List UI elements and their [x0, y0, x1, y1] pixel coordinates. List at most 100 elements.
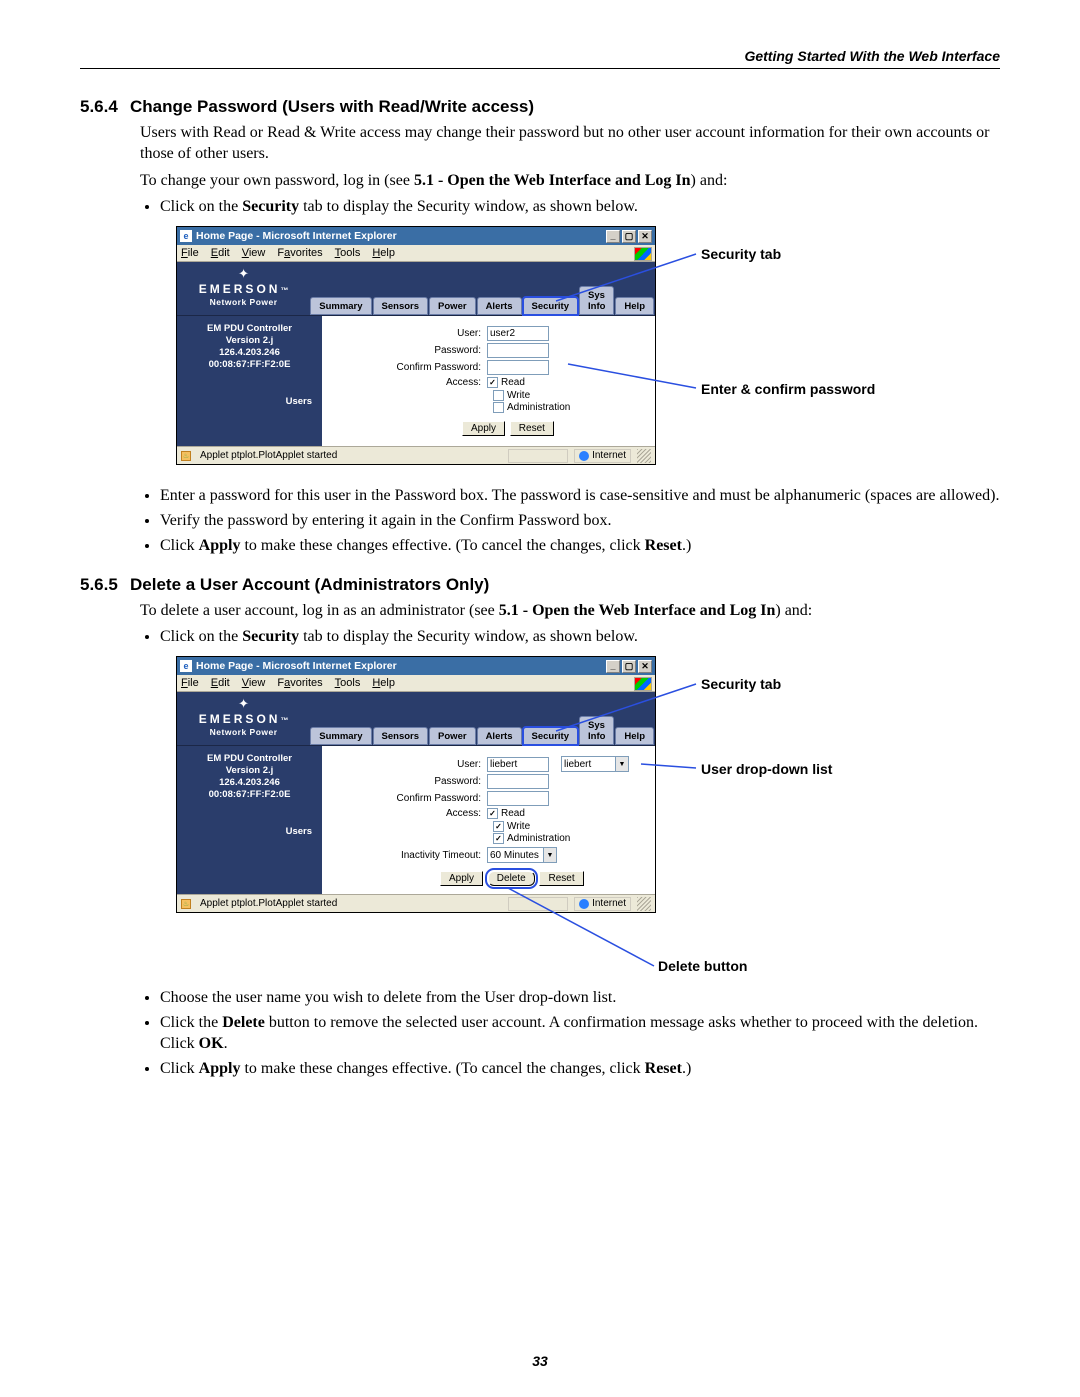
close-button[interactable]: ✕ [638, 660, 652, 673]
callout-user-dropdown: User drop-down list [701, 761, 832, 777]
section-number: 5.6.4 [80, 97, 130, 117]
menu-help[interactable]: Help [372, 677, 395, 689]
sidebar: EM PDU Controller Version 2.j 126.4.203.… [177, 316, 322, 446]
tab-alerts[interactable]: Alerts [477, 297, 522, 315]
menu-tools[interactable]: Tools [335, 677, 361, 689]
globe-icon [579, 451, 589, 461]
sidebar-line: EM PDU Controller [177, 753, 322, 764]
user-field[interactable] [487, 757, 549, 772]
ie-favicon-icon: e [180, 230, 192, 242]
minimize-button[interactable]: _ [606, 660, 620, 673]
tab-summary[interactable]: Summary [310, 297, 371, 315]
tab-security[interactable]: Security [523, 297, 579, 315]
checkbox-read[interactable] [487, 377, 498, 388]
reset-button[interactable]: Reset [510, 421, 554, 436]
menu-view[interactable]: View [242, 677, 266, 689]
tab-alerts[interactable]: Alerts [477, 727, 522, 745]
checkbox-admin[interactable] [493, 402, 504, 413]
tab-summary[interactable]: Summary [310, 727, 371, 745]
menu-tools[interactable]: Tools [335, 247, 361, 259]
bullet-list: Enter a password for this user in the Pa… [140, 486, 1000, 556]
tab-help[interactable]: Help [615, 297, 654, 315]
label-confirm-password: Confirm Password: [332, 362, 487, 373]
tab-sensors[interactable]: Sensors [373, 297, 429, 315]
close-button[interactable]: ✕ [638, 230, 652, 243]
label-confirm-password: Confirm Password: [332, 793, 487, 804]
ie-window: e Home Page - Microsoft Internet Explore… [176, 656, 656, 913]
checkbox-admin[interactable] [493, 833, 504, 844]
menu-help[interactable]: Help [372, 247, 395, 259]
maximize-button[interactable]: ▢ [622, 660, 636, 673]
password-field[interactable] [487, 343, 549, 358]
menu-favorites[interactable]: Favorites [277, 677, 322, 689]
menu-edit[interactable]: Edit [211, 247, 230, 259]
maximize-button[interactable]: ▢ [622, 230, 636, 243]
section-heading-564: 5.6.4Change Password (Users with Read/Wr… [80, 97, 1000, 117]
page-number: 33 [0, 1353, 1080, 1369]
sidebar-item-users[interactable]: Users [177, 826, 322, 837]
tab-help[interactable]: Help [615, 727, 654, 745]
bullet-list: Choose the user name you wish to delete … [140, 988, 1000, 1079]
inactivity-dropdown[interactable]: 60 Minutes ▼ [487, 847, 557, 863]
bullet-list: Click on the Security tab to display the… [140, 197, 1000, 218]
globe-icon [579, 899, 589, 909]
status-zone: Internet [592, 898, 626, 909]
menu-favorites[interactable]: Favorites [277, 247, 322, 259]
menubar: File Edit View Favorites Tools Help [177, 245, 655, 262]
window-titlebar: e Home Page - Microsoft Internet Explore… [177, 227, 655, 245]
tab-power[interactable]: Power [429, 727, 476, 745]
label-inactivity: Inactivity Timeout: [332, 850, 487, 861]
list-item: Enter a password for this user in the Pa… [160, 486, 1000, 507]
resize-grip-icon[interactable] [637, 897, 651, 911]
reset-button[interactable]: Reset [539, 871, 583, 886]
checkbox-read[interactable] [487, 808, 498, 819]
list-item: Click on the Security tab to display the… [160, 627, 1000, 648]
menu-file[interactable]: File [181, 247, 199, 259]
checkbox-read-label: Read [501, 377, 525, 388]
tab-power[interactable]: Power [429, 297, 476, 315]
confirm-password-field[interactable] [487, 360, 549, 375]
menu-view[interactable]: View [242, 247, 266, 259]
minimize-button[interactable]: _ [606, 230, 620, 243]
tab-sysinfo[interactable]: Sys Info [579, 716, 614, 745]
section-number: 5.6.5 [80, 575, 130, 595]
windows-flag-icon [634, 247, 652, 261]
chevron-down-icon[interactable]: ▼ [615, 757, 628, 771]
checkbox-write-label: Write [507, 390, 530, 401]
form-area: User: Password: Confirm Password: Access… [322, 316, 655, 446]
java-icon: ♨ [181, 451, 191, 461]
tab-sysinfo[interactable]: Sys Info [579, 286, 614, 315]
resize-grip-icon[interactable] [637, 449, 651, 463]
checkbox-admin-label: Administration [507, 833, 570, 844]
chevron-down-icon[interactable]: ▼ [543, 848, 556, 862]
password-field[interactable] [487, 774, 549, 789]
ie-window: e Home Page - Microsoft Internet Explore… [176, 226, 656, 465]
app-header: ✦ EMERSON™ Network Power Summary Sensors… [177, 262, 655, 316]
label-access: Access: [332, 377, 487, 388]
brand-logo: EMERSON™ [177, 712, 310, 726]
checkbox-write[interactable] [493, 390, 504, 401]
apply-button[interactable]: Apply [462, 421, 505, 436]
status-text: Applet ptplot.PlotApplet started [200, 898, 502, 909]
brand-logo: EMERSON™ [177, 282, 310, 296]
running-header: Getting Started With the Web Interface [80, 48, 1000, 69]
windows-flag-icon [634, 677, 652, 691]
sidebar-line: 126.4.203.246 [177, 347, 322, 358]
label-password: Password: [332, 345, 487, 356]
apply-button[interactable]: Apply [440, 871, 483, 886]
menu-edit[interactable]: Edit [211, 677, 230, 689]
ie-favicon-icon: e [180, 660, 192, 672]
confirm-password-field[interactable] [487, 791, 549, 806]
brand-block: ✦ EMERSON™ Network Power [177, 696, 310, 745]
user-dropdown[interactable]: liebert ▼ [561, 756, 629, 772]
menu-file[interactable]: File [181, 677, 199, 689]
list-item: Click Apply to make these changes effect… [160, 536, 1000, 557]
delete-button[interactable]: Delete [488, 871, 535, 886]
tab-sensors[interactable]: Sensors [373, 727, 429, 745]
user-field[interactable] [487, 326, 549, 341]
list-item: Click Apply to make these changes effect… [160, 1059, 1000, 1080]
sidebar-item-users[interactable]: Users [177, 396, 322, 407]
tab-security[interactable]: Security [523, 727, 579, 745]
checkbox-write[interactable] [493, 821, 504, 832]
sidebar-line: 126.4.203.246 [177, 777, 322, 788]
